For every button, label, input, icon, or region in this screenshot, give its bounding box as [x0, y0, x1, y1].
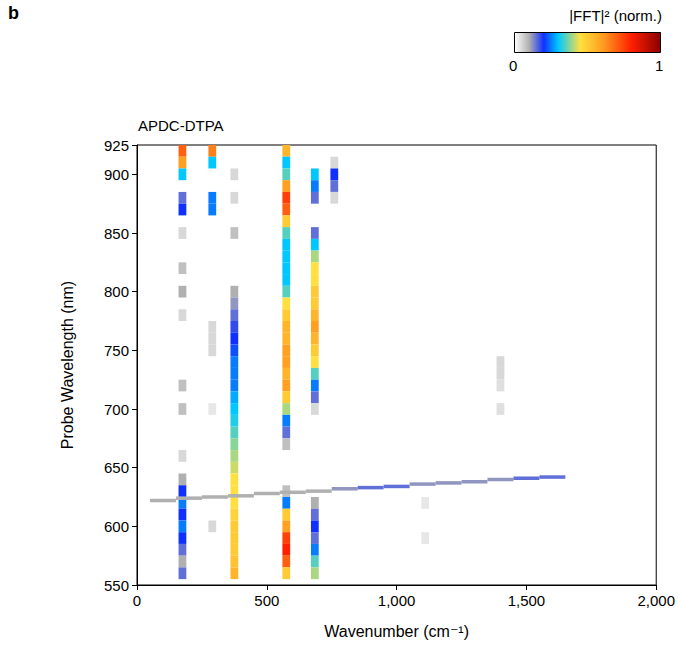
svg-text:0: 0	[133, 592, 141, 609]
svg-text:900: 900	[104, 166, 129, 183]
svg-text:Probe Wavelength (nm): Probe Wavelength (nm)	[59, 281, 76, 449]
svg-text:APDC-DTPA: APDC-DTPA	[138, 117, 224, 134]
svg-text:650: 650	[104, 459, 129, 476]
svg-text:750: 750	[104, 342, 129, 359]
svg-text:925: 925	[104, 137, 129, 154]
svg-text:1,000: 1,000	[378, 592, 416, 609]
svg-text:550: 550	[104, 577, 129, 594]
svg-text:500: 500	[254, 592, 279, 609]
svg-text:0: 0	[509, 57, 517, 74]
svg-text:850: 850	[104, 225, 129, 242]
svg-text:Wavenumber (cm⁻¹): Wavenumber (cm⁻¹)	[324, 623, 469, 640]
svg-text:b: b	[8, 3, 19, 23]
svg-text:|FFT|² (norm.): |FFT|² (norm.)	[569, 7, 662, 24]
svg-text:1,500: 1,500	[508, 592, 546, 609]
svg-text:2,000: 2,000	[637, 592, 675, 609]
svg-text:700: 700	[104, 401, 129, 418]
svg-text:800: 800	[104, 283, 129, 300]
svg-text:1: 1	[655, 57, 663, 74]
svg-text:600: 600	[104, 518, 129, 535]
